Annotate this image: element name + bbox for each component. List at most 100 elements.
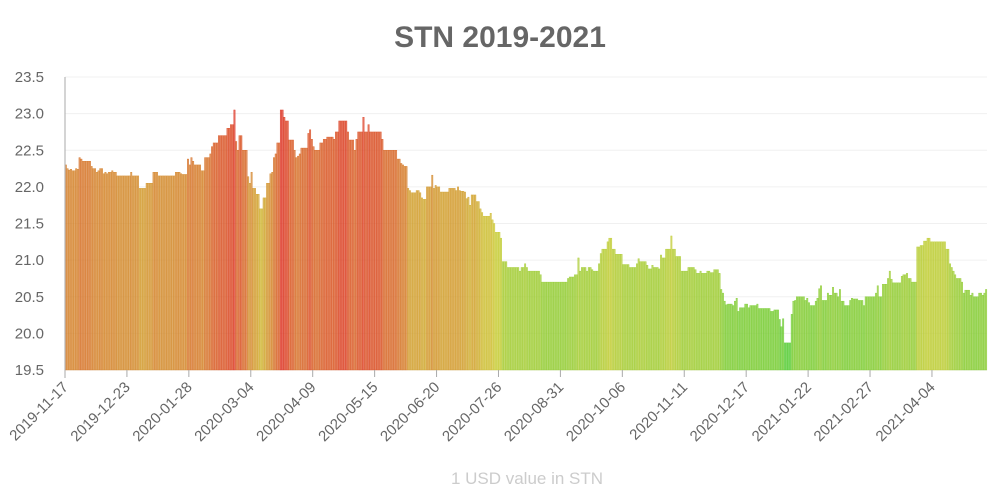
y-tick-label: 21.5: [15, 216, 44, 233]
bar: [572, 276, 575, 371]
bar: [362, 117, 365, 371]
bar: [486, 215, 489, 371]
bar: [570, 276, 573, 371]
bar: [938, 241, 941, 371]
bar: [668, 248, 671, 371]
bar: [641, 261, 644, 371]
bar: [87, 161, 90, 371]
bar: [534, 270, 537, 371]
bar: [933, 241, 936, 371]
bar: [92, 168, 95, 371]
bar: [656, 267, 659, 371]
bar: [663, 257, 666, 371]
bar: [85, 161, 88, 371]
bar: [312, 146, 315, 371]
bar: [512, 267, 515, 371]
bar: [765, 308, 767, 371]
bar: [565, 281, 568, 371]
bar: [783, 342, 786, 371]
bar: [489, 213, 492, 371]
bar: [181, 174, 184, 371]
bar: [149, 183, 152, 371]
x-tick-label: 2021-01-22: [749, 379, 815, 445]
bar: [882, 284, 884, 371]
bar: [292, 139, 294, 371]
bar: [880, 296, 883, 371]
bar: [414, 192, 416, 371]
bar: [587, 267, 590, 371]
bar: [968, 289, 970, 371]
bar: [605, 248, 607, 371]
bar: [759, 308, 762, 371]
bar: [531, 270, 533, 371]
bar: [742, 307, 745, 371]
bar: [171, 175, 174, 371]
bar: [899, 282, 902, 371]
bar: [159, 175, 162, 371]
bar: [945, 248, 948, 371]
bar: [648, 268, 650, 371]
bar: [682, 270, 685, 371]
bar: [627, 264, 630, 371]
bar: [193, 164, 196, 371]
bar: [469, 204, 472, 371]
bar: [859, 300, 862, 371]
bar: [491, 219, 494, 371]
y-tick-label: 21.0: [15, 252, 44, 269]
bar: [460, 191, 463, 371]
bar: [436, 186, 439, 371]
bar: [789, 342, 791, 371]
bar: [164, 175, 167, 371]
bar: [673, 248, 676, 371]
x-tick-label: 2020-04-09: [253, 379, 319, 445]
bar: [617, 254, 619, 371]
bar: [135, 175, 138, 371]
bar: [142, 188, 145, 371]
bar: [832, 287, 834, 371]
y-tick-label: 19.5: [15, 362, 44, 379]
bar: [883, 284, 886, 371]
bar: [121, 175, 124, 371]
bar: [295, 157, 298, 371]
bar: [482, 215, 485, 371]
x-tick-label: 2020-05-15: [315, 379, 381, 445]
bar: [365, 131, 368, 371]
bar: [665, 248, 668, 371]
bar: [443, 191, 446, 371]
bar: [390, 150, 392, 371]
bar: [422, 199, 425, 371]
bar: [219, 135, 222, 371]
bar: [562, 281, 564, 371]
bar: [212, 142, 215, 371]
bar: [340, 120, 342, 371]
bar: [852, 298, 855, 371]
y-tick-label: 23.5: [15, 69, 44, 86]
bar: [921, 245, 924, 371]
bar: [70, 169, 72, 371]
bar: [355, 139, 358, 371]
bar: [493, 223, 496, 371]
bar: [680, 270, 683, 371]
bar: [238, 135, 241, 371]
bar: [396, 158, 399, 371]
bar: [347, 131, 349, 371]
bar: [558, 281, 561, 371]
bar: [833, 292, 836, 371]
bar: [138, 188, 141, 371]
bar: [849, 300, 852, 371]
bar: [274, 153, 277, 371]
bar: [969, 295, 972, 371]
bar: [703, 273, 705, 371]
bar: [653, 267, 656, 371]
bar: [214, 142, 217, 371]
bar: [575, 274, 578, 371]
bar: [357, 131, 360, 371]
bar: [691, 267, 693, 371]
bar: [505, 261, 508, 371]
bar: [814, 300, 817, 371]
bar: [634, 267, 637, 371]
bar: [95, 172, 98, 371]
bar: [687, 267, 690, 371]
bar: [252, 188, 255, 371]
bar: [209, 153, 212, 371]
